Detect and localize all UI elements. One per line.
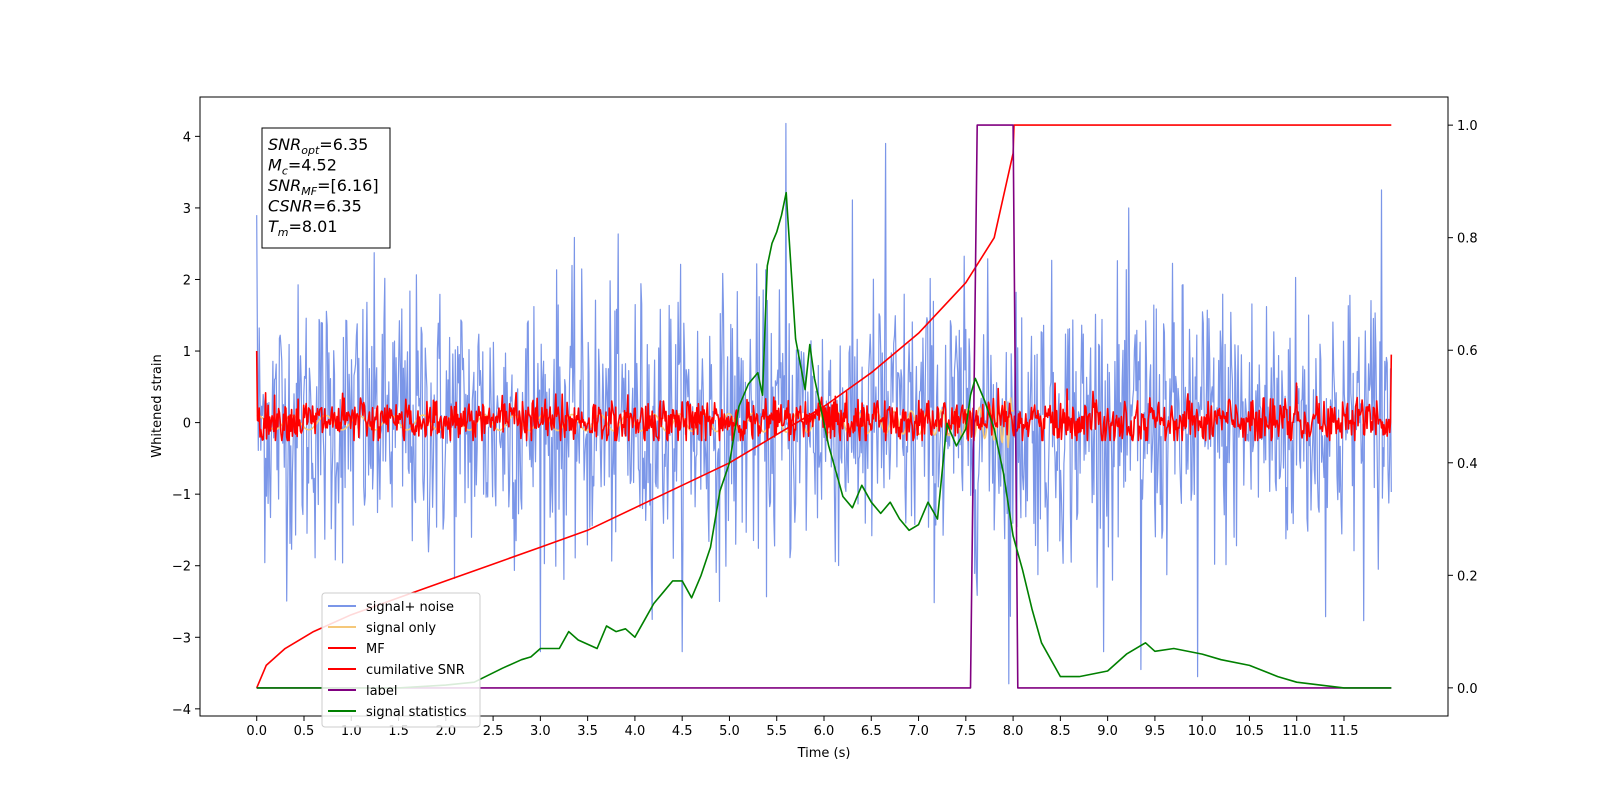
x-tick-label: 11.5	[1330, 724, 1359, 739]
x-axis-label: Time (s)	[797, 746, 851, 761]
x-tick-label: 3.5	[577, 724, 598, 739]
x-tick-label: 7.0	[908, 724, 929, 739]
annotation-line: Mc=4.52	[268, 156, 337, 178]
legend-label: signal only	[366, 621, 436, 636]
y-tick-label: 4	[183, 130, 191, 145]
y-tick-label: 0	[183, 417, 191, 432]
series-label-line	[256, 124, 1392, 689]
annotation-box-frame	[261, 127, 391, 249]
legend: signal+ noise signal only MF cumilative SNR…	[321, 592, 481, 728]
x-tick-label: 1.0	[341, 724, 362, 739]
legend-label: signal statistics	[366, 705, 467, 720]
x-tick-label: 10.5	[1235, 724, 1264, 739]
legend-label: MF	[366, 642, 385, 657]
y-tick-label: 1	[183, 345, 191, 360]
x-tick-label: 0.5	[294, 724, 315, 739]
y2-tick-label: 0.0	[1457, 682, 1478, 697]
y-axis-ticks: −4 −3 −2 −1 0 1 2 3 4	[172, 130, 200, 718]
x-tick-label: 5.0	[719, 724, 740, 739]
legend-label: label	[366, 684, 397, 699]
legend-label: cumilative SNR	[366, 663, 465, 678]
x-axis-ticks: 0.0 0.5 1.0 1.5 2.0 2.5 3.0 3.5 4.0 4.5 5.0 5.5 6.0 6…	[246, 716, 1358, 739]
x-tick-label: 9.0	[1097, 724, 1118, 739]
x-tick-label: 4.0	[625, 724, 646, 739]
x-tick-label: 7.5	[955, 724, 976, 739]
y-tick-label: −3	[172, 631, 191, 646]
annotation-line: CSNR=6.35	[268, 197, 362, 216]
x-tick-label: 4.5	[672, 724, 693, 739]
annotation-line: SNRMF=[6.16]	[268, 176, 379, 198]
y2-tick-label: 1.0	[1457, 119, 1478, 134]
legend-frame	[321, 592, 481, 728]
x-tick-label: 6.0	[814, 724, 835, 739]
y-tick-label: −1	[172, 488, 191, 503]
y2-tick-label: 0.2	[1457, 569, 1478, 584]
x-tick-label: 0.0	[246, 724, 267, 739]
legend-label: signal+ noise	[366, 600, 454, 615]
x-tick-label: 8.5	[1050, 724, 1071, 739]
x-tick-label: 10.0	[1188, 724, 1217, 739]
y-tick-label: −4	[172, 703, 191, 718]
y-tick-label: 2	[183, 273, 191, 288]
y2-tick-label: 0.4	[1457, 457, 1478, 472]
x-tick-label: 6.5	[861, 724, 882, 739]
y2-tick-label: 0.8	[1457, 232, 1478, 247]
info-annotation-box: SNRopt=6.35Mc=4.52SNRMF=[6.16]CSNR=6.35T…	[261, 127, 391, 249]
x-tick-label: 5.5	[766, 724, 787, 739]
x-tick-label: 8.0	[1003, 724, 1024, 739]
y2-tick-label: 0.6	[1457, 344, 1478, 359]
annotation-line: SNRopt=6.35	[268, 135, 368, 157]
x-tick-label: 3.0	[530, 724, 551, 739]
x-tick-label: 11.0	[1282, 724, 1311, 739]
x-tick-label: 9.5	[1145, 724, 1166, 739]
y-tick-label: 3	[183, 202, 191, 217]
y-axis-label: Whitened strain	[150, 354, 165, 457]
y-tick-label: −2	[172, 560, 191, 575]
annotation-line: Tm=8.01	[268, 217, 338, 239]
y2-axis-ticks: 0.0 0.2 0.4 0.6 0.8 1.0	[1448, 119, 1478, 697]
x-tick-label: 2.0	[435, 724, 456, 739]
x-tick-label: 1.5	[388, 724, 409, 739]
series-signal-statistics-line	[256, 191, 1392, 689]
x-tick-label: 2.5	[483, 724, 504, 739]
